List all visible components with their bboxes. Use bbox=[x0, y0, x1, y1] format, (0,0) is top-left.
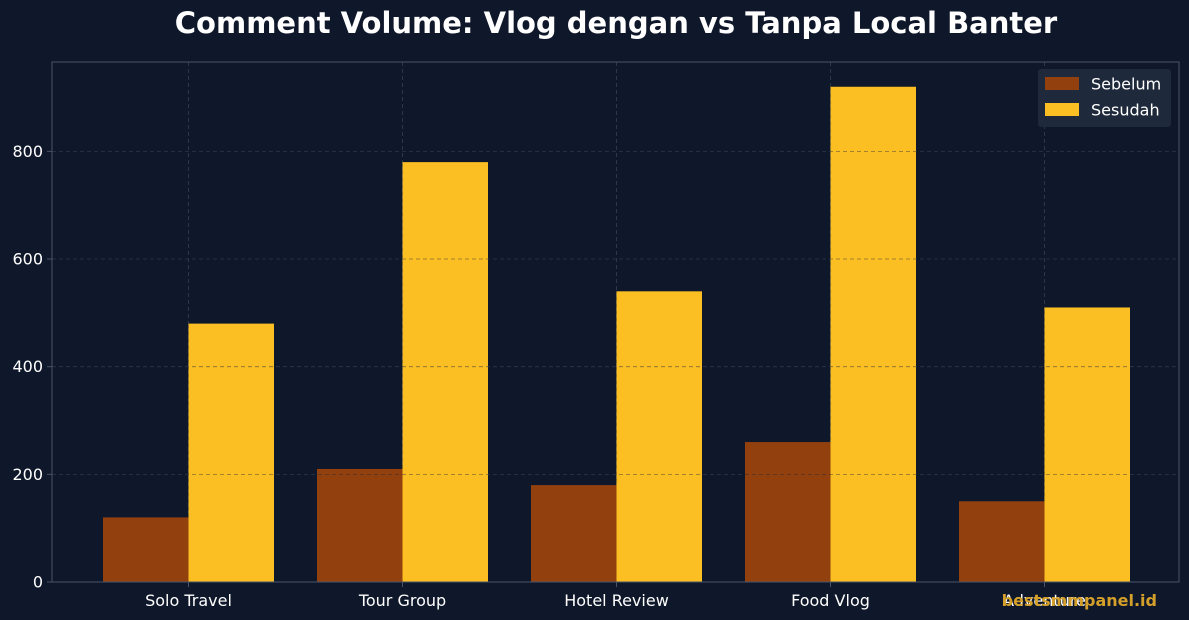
y-axis-ticks: 0 200 400 600 800 bbox=[12, 142, 52, 592]
y-tick-label: 800 bbox=[12, 142, 43, 161]
x-tick-label: Adventure bbox=[1003, 591, 1086, 610]
bar-sesudah-tour-group bbox=[402, 162, 488, 583]
bar-sebelum-solo-travel bbox=[103, 517, 189, 582]
bar-sebelum-hotel-review bbox=[531, 485, 617, 582]
bar-sesudah-adventure bbox=[1044, 307, 1130, 582]
legend-label-sesudah: Sesudah bbox=[1091, 101, 1160, 120]
bar-sesudah-solo-travel bbox=[188, 323, 274, 582]
legend-swatch-sebelum bbox=[1045, 77, 1079, 90]
legend-swatch-sesudah bbox=[1045, 103, 1079, 116]
bar-sesudah-food-vlog bbox=[830, 86, 916, 582]
plot-frame bbox=[51, 61, 1180, 583]
bar-sesudah-hotel-review bbox=[616, 291, 702, 582]
x-tick-label: Solo Travel bbox=[145, 591, 232, 610]
y-tick-label: 400 bbox=[12, 357, 43, 376]
watermark-text: bestsmmpanel.id bbox=[1002, 591, 1157, 610]
chart-title: Comment Volume: Vlog dengan vs Tanpa Loc… bbox=[175, 6, 1058, 40]
legend-label-sebelum: Sebelum bbox=[1091, 75, 1161, 94]
legend: Sebelum Sesudah bbox=[1038, 69, 1171, 127]
bar-sebelum-food-vlog bbox=[745, 442, 831, 582]
bars bbox=[52, 86, 1179, 583]
y-tick-label: 200 bbox=[12, 465, 43, 484]
x-tick-label: Tour Group bbox=[358, 591, 446, 610]
y-tick-label: 0 bbox=[33, 573, 43, 592]
x-tick-label: Food Vlog bbox=[791, 591, 870, 610]
x-tick-label: Hotel Review bbox=[564, 591, 669, 610]
bar-sebelum-tour-group bbox=[317, 468, 403, 582]
x-axis-ticks: Solo Travel Tour Group Hotel Review Food Vl… bbox=[145, 582, 1086, 610]
y-tick-label: 600 bbox=[12, 250, 43, 269]
bar-sebelum-adventure bbox=[959, 501, 1045, 582]
